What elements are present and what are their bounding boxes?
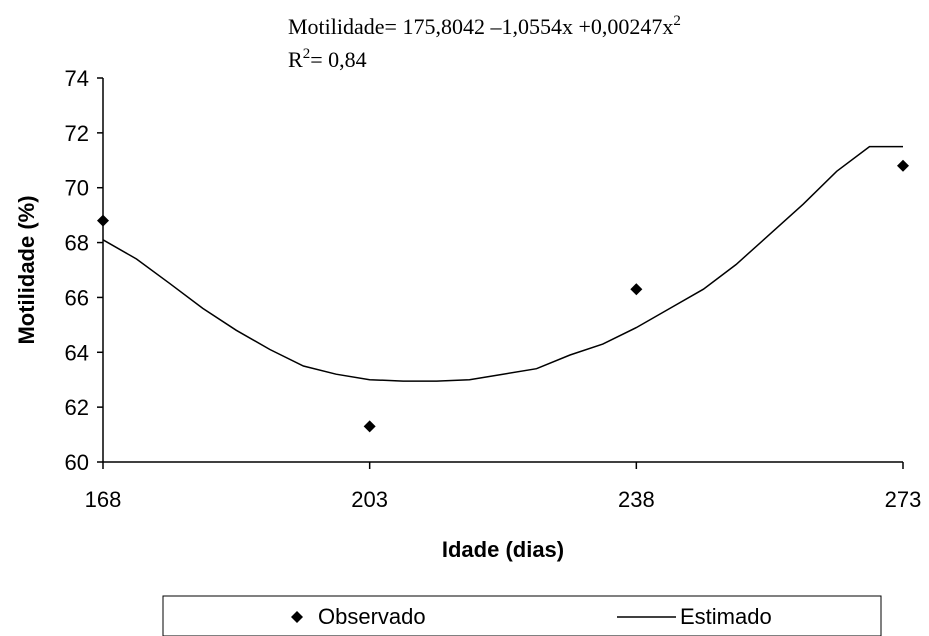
x-tick-label: 203 [351, 487, 388, 512]
data-point [897, 159, 909, 172]
legend-observado-label: Observado [318, 604, 426, 629]
y-tick-label: 66 [65, 285, 89, 310]
y-tick-label: 68 [65, 231, 89, 256]
svg-text:Motilidade= 175,8042 –1,0554x: Motilidade= 175,8042 –1,0554x +0,00247x2 [288, 13, 681, 39]
series-observado [97, 159, 909, 433]
equation-main: Motilidade= 175,8042 –1,0554x +0,00247x [288, 14, 673, 39]
y-tick-label: 74 [65, 66, 89, 91]
y-axis-title: Motilidade (%) [14, 195, 39, 344]
r2-prefix: R [288, 47, 303, 72]
y-axis-ticks: 60 62 64 66 68 70 72 74 [65, 66, 103, 475]
data-point [363, 420, 376, 433]
data-point [630, 283, 643, 296]
x-tick-label: 238 [618, 487, 655, 512]
equation-sup: 2 [673, 13, 681, 29]
legend-observado-marker [291, 611, 303, 623]
x-axis-ticks: 168 203 238 273 [85, 462, 922, 512]
fitted-curve [102, 145, 903, 382]
r2-sup: 2 [303, 46, 311, 62]
series-estimado [102, 145, 903, 382]
y-tick-label: 60 [65, 450, 89, 475]
r2-value: = 0,84 [310, 47, 366, 72]
x-axis-title: Idade (dias) [442, 537, 564, 562]
regression-equation: Motilidade= 175,8042 –1,0554x +0,00247x2… [288, 13, 681, 72]
legend-estimado-label: Estimado [680, 604, 772, 629]
legend-box [162, 595, 882, 636]
y-tick-label: 62 [65, 395, 89, 420]
legend: Observado Estimado [162, 595, 882, 636]
x-tick-label: 168 [85, 487, 122, 512]
y-tick-label: 64 [65, 340, 89, 365]
y-tick-label: 70 [65, 176, 89, 201]
svg-text:R2= 0,84: R2= 0,84 [288, 46, 367, 72]
y-tick-label: 72 [65, 121, 89, 146]
data-point [97, 214, 109, 227]
x-tick-label: 273 [885, 487, 922, 512]
